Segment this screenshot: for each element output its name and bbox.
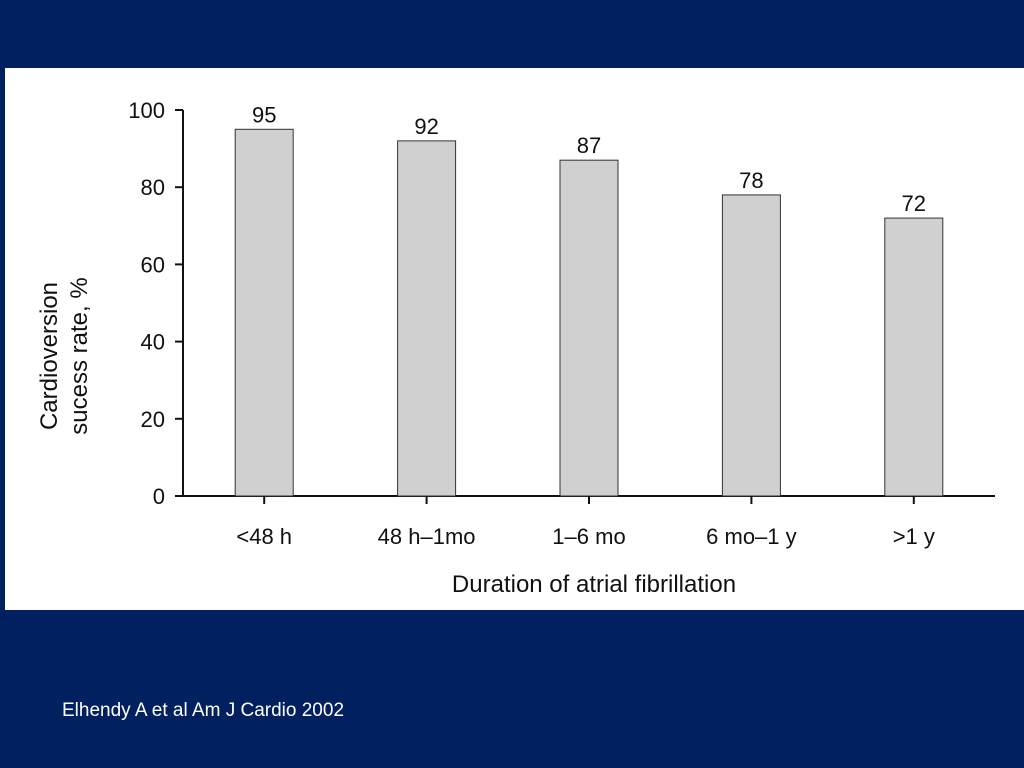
y-tick-label: 40	[141, 330, 165, 355]
y-tick-label: 100	[128, 98, 165, 123]
x-tick-label: 48 h–1mo	[378, 524, 476, 549]
y-axis-title: Cardioversion sucess rate, %	[36, 277, 93, 434]
bar-chart: Cardioversion sucess rate, % Duration of…	[36, 98, 995, 598]
bar	[884, 217, 944, 497]
data-label: 72	[902, 191, 926, 216]
y-tick-label: 60	[141, 252, 165, 277]
x-tick-label: 1–6 mo	[552, 524, 625, 549]
y-tick-label: 20	[141, 407, 165, 432]
x-axis-title: Duration of atrial fibrillation	[452, 571, 736, 598]
chart-panel: Cardioversion sucess rate, % Duration of…	[5, 68, 1024, 610]
y-tick-label: 80	[141, 175, 165, 200]
bar	[721, 194, 781, 497]
y-axis-title-line-1: Cardioversion	[36, 282, 63, 430]
bar	[397, 140, 457, 497]
bar	[234, 128, 294, 497]
data-label: 92	[414, 114, 438, 139]
citation: Elhendy A et al Am J Cardio 2002	[62, 700, 345, 721]
data-label: 87	[577, 133, 601, 158]
data-label: 95	[252, 102, 276, 127]
x-tick-label: >1 y	[893, 524, 935, 549]
y-axis-title-line-2: sucess rate, %	[66, 277, 93, 434]
bar	[559, 159, 619, 497]
x-tick-label: 6 mo–1 y	[706, 524, 797, 549]
x-tick-label: <48 h	[236, 524, 292, 549]
y-tick-label: 0	[153, 484, 165, 509]
data-label: 78	[739, 168, 763, 193]
